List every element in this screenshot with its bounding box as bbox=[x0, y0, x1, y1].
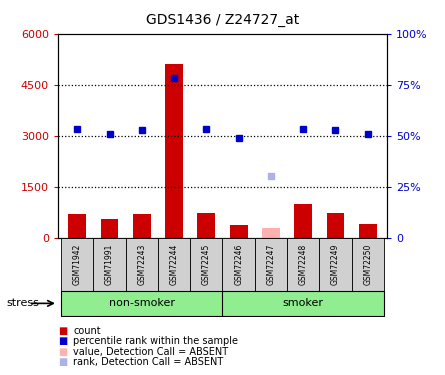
Bar bbox=[125, 238, 158, 291]
Bar bbox=[352, 238, 384, 291]
Text: GSM72248: GSM72248 bbox=[299, 244, 307, 285]
Text: count: count bbox=[73, 326, 101, 336]
Bar bbox=[165, 64, 183, 238]
Bar bbox=[294, 204, 312, 238]
Text: percentile rank within the sample: percentile rank within the sample bbox=[73, 336, 239, 346]
Bar bbox=[69, 214, 86, 238]
Bar bbox=[287, 238, 320, 291]
Bar bbox=[198, 213, 215, 238]
Bar bbox=[190, 238, 222, 291]
Text: GSM72247: GSM72247 bbox=[267, 244, 275, 285]
Text: ■: ■ bbox=[58, 347, 67, 357]
Text: non-smoker: non-smoker bbox=[109, 298, 175, 308]
Text: stress: stress bbox=[7, 298, 40, 308]
Text: GSM72250: GSM72250 bbox=[363, 244, 372, 285]
Text: GSM72243: GSM72243 bbox=[138, 244, 146, 285]
Text: value, Detection Call = ABSENT: value, Detection Call = ABSENT bbox=[73, 347, 229, 357]
Text: ■: ■ bbox=[58, 336, 67, 346]
Text: GSM71991: GSM71991 bbox=[105, 244, 114, 285]
Bar bbox=[359, 224, 376, 238]
Bar bbox=[222, 291, 384, 315]
Text: GSM72246: GSM72246 bbox=[234, 244, 243, 285]
Bar bbox=[320, 238, 352, 291]
Bar bbox=[93, 238, 125, 291]
Bar bbox=[133, 214, 151, 238]
Bar bbox=[61, 291, 222, 315]
Bar bbox=[101, 219, 118, 238]
Text: GSM72245: GSM72245 bbox=[202, 244, 211, 285]
Bar bbox=[262, 228, 280, 238]
Bar bbox=[222, 238, 255, 291]
Text: GSM72244: GSM72244 bbox=[170, 244, 178, 285]
Text: GDS1436 / Z24727_at: GDS1436 / Z24727_at bbox=[146, 13, 299, 27]
Bar bbox=[230, 225, 247, 238]
Text: GSM72249: GSM72249 bbox=[331, 244, 340, 285]
Text: ■: ■ bbox=[58, 357, 67, 367]
Text: GSM71942: GSM71942 bbox=[73, 244, 82, 285]
Bar bbox=[61, 238, 93, 291]
Bar bbox=[327, 213, 344, 238]
Bar bbox=[158, 238, 190, 291]
Bar bbox=[255, 238, 287, 291]
Text: rank, Detection Call = ABSENT: rank, Detection Call = ABSENT bbox=[73, 357, 224, 367]
Text: ■: ■ bbox=[58, 326, 67, 336]
Text: smoker: smoker bbox=[283, 298, 324, 308]
